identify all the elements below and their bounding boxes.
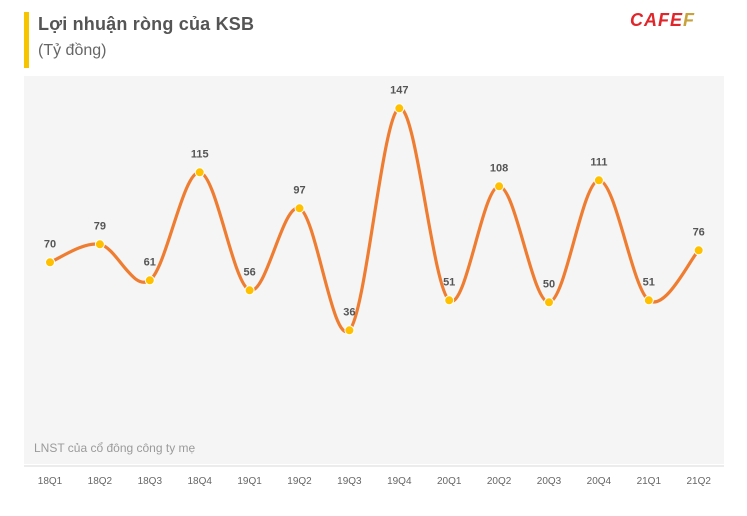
data-label-20q1: 51 — [443, 276, 455, 288]
data-point-19q4 — [394, 103, 405, 114]
data-point-21q2 — [693, 245, 704, 256]
chart-footnote: LNST của cổ đông công ty mẹ — [34, 441, 196, 455]
data-label-21q1: 51 — [643, 276, 655, 288]
data-label-20q2: 108 — [490, 162, 508, 174]
x-tick-21q2: 21Q2 — [686, 476, 711, 487]
data-label-21q2: 76 — [693, 226, 705, 238]
x-tick-19q1: 19Q1 — [237, 476, 262, 487]
data-point-18q4 — [194, 167, 205, 178]
data-label-20q4: 111 — [590, 156, 607, 168]
data-point-19q3 — [344, 325, 355, 336]
x-tick-20q1: 20Q1 — [437, 476, 462, 487]
data-label-18q4: 115 — [191, 148, 209, 160]
x-axis-ticks: 18Q1 18Q2 18Q3 18Q4 19Q1 19Q2 19Q3 19Q4 20Q1 20Q2… — [38, 476, 712, 487]
data-label-19q3: 36 — [343, 306, 355, 318]
data-point-18q3 — [144, 275, 155, 286]
data-label-18q3: 61 — [144, 256, 156, 268]
logo-text-accent: F — [683, 10, 695, 30]
data-label-19q1: 56 — [243, 266, 255, 278]
data-label-19q2: 97 — [293, 184, 305, 196]
data-point-18q1 — [45, 257, 55, 268]
data-point-20q3 — [544, 297, 554, 308]
data-label-19q4: 147 — [390, 84, 408, 96]
data-point-20q2 — [494, 181, 505, 192]
series-line — [48, 106, 701, 334]
chart-title: Lợi nhuận ròng của KSB — [38, 14, 255, 34]
x-tick-19q3: 19Q3 — [337, 476, 362, 487]
title-accent-bar — [24, 12, 29, 68]
data-point-18q2 — [94, 239, 105, 250]
data-point-19q1 — [244, 285, 255, 296]
x-tick-19q2: 19Q2 — [287, 476, 312, 487]
data-label-20q3: 50 — [543, 278, 555, 290]
x-tick-21q1: 21Q1 — [637, 476, 662, 487]
data-label-18q2: 79 — [94, 220, 106, 232]
cafef-logo: CAFEF — [630, 10, 695, 31]
data-point-20q4 — [593, 175, 604, 186]
data-point-19q2 — [294, 203, 305, 214]
x-tick-18q3: 18Q3 — [138, 476, 163, 487]
x-tick-19q4: 19Q4 — [387, 476, 412, 487]
data-point-20q1 — [444, 295, 455, 306]
x-tick-18q1: 18Q1 — [38, 476, 63, 487]
chart-subtitle: (Tỷ đồng) — [38, 42, 107, 59]
logo-text-main: CAFE — [630, 10, 683, 30]
x-tick-18q2: 18Q2 — [88, 476, 113, 487]
data-markers — [45, 103, 704, 336]
data-point-21q1 — [643, 295, 654, 306]
x-tick-20q3: 20Q3 — [537, 476, 562, 487]
x-tick-20q2: 20Q2 — [487, 476, 512, 487]
data-labels: 70 79 61 115 56 97 36 147 51 108 50 111 51 76 — [44, 84, 705, 318]
x-tick-20q4: 20Q4 — [587, 476, 612, 487]
x-tick-18q4: 18Q4 — [187, 476, 212, 487]
data-label-18q1: 70 — [44, 238, 56, 250]
plot-area — [24, 76, 724, 464]
